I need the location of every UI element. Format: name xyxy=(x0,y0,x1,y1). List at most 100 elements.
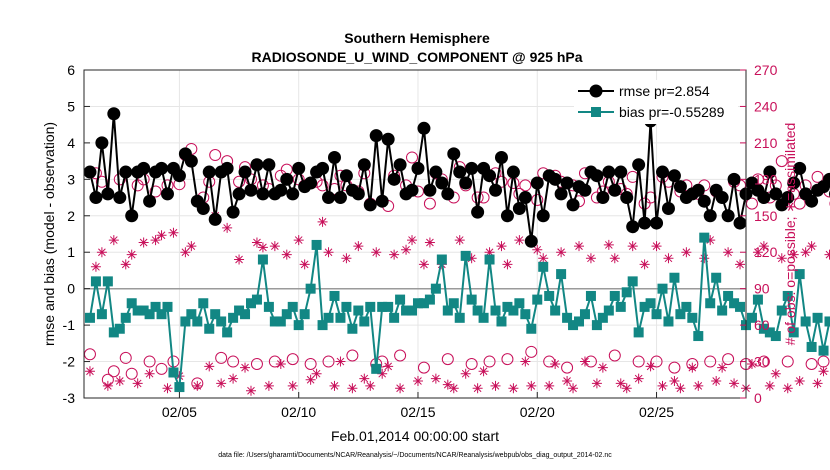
bias-point xyxy=(466,294,477,305)
possible-obs-point xyxy=(722,353,735,366)
assimilated-obs-point xyxy=(806,241,817,252)
rmse-point xyxy=(471,205,485,219)
assimilated-obs-point xyxy=(526,380,537,391)
bias-point xyxy=(615,301,626,312)
bias-point xyxy=(138,305,149,316)
chart-title: Southern Hemisphere xyxy=(344,30,490,46)
assimilated-obs-point xyxy=(204,361,215,372)
possible-obs-point xyxy=(143,355,156,368)
right-tick-label: 0 xyxy=(754,390,762,406)
assimilated-obs-point xyxy=(401,244,412,255)
bias-point xyxy=(174,382,185,393)
bias-point xyxy=(222,327,233,338)
bias-point xyxy=(102,276,113,287)
assimilated-obs-point xyxy=(329,380,340,391)
rmse-point xyxy=(196,201,210,215)
rmse-point xyxy=(381,132,395,146)
legend-bias-marker xyxy=(591,107,601,117)
legend-rmse-marker xyxy=(589,84,603,98)
bias-point xyxy=(633,327,644,338)
assimilated-obs-point xyxy=(412,375,423,386)
possible-obs-point xyxy=(149,185,162,198)
data-file-footer: data file: /Users/gharamti/Documents/NCA… xyxy=(218,452,612,459)
assimilated-obs-point xyxy=(663,253,674,264)
possible-obs-point xyxy=(215,351,228,364)
bias-point xyxy=(711,272,722,283)
assimilated-obs-point xyxy=(603,239,614,250)
possible-obs-point xyxy=(668,361,681,374)
assimilated-obs-point xyxy=(216,378,227,389)
assimilated-obs-point xyxy=(502,259,513,270)
plot-frame xyxy=(83,69,747,399)
bias-point xyxy=(752,294,763,305)
bias-point xyxy=(96,309,107,320)
assimilated-obs-point xyxy=(520,356,531,367)
bias-point xyxy=(550,305,561,316)
bias-point xyxy=(782,290,793,301)
assimilated-obs-point xyxy=(353,241,364,252)
bias-point xyxy=(645,298,656,309)
rmse-point xyxy=(769,187,783,201)
rmse-point xyxy=(333,191,347,205)
rmse-point xyxy=(524,234,538,248)
rmse-point xyxy=(494,150,508,164)
right-tick-label: 60 xyxy=(754,317,770,333)
rmse-point xyxy=(107,107,121,121)
x-tick-label: 02/05 xyxy=(162,404,197,420)
possible-obs-point xyxy=(483,355,496,368)
assimilated-obs-point xyxy=(359,373,370,384)
assimilated-obs-point xyxy=(257,242,268,253)
left-tick-label: 3 xyxy=(67,171,75,187)
assimilated-obs-point xyxy=(484,247,495,258)
possible-obs-point xyxy=(316,179,329,192)
assimilated-obs-point xyxy=(395,383,406,394)
bias-point xyxy=(663,316,674,327)
possible-obs-point xyxy=(227,355,240,368)
rmse-point xyxy=(614,165,628,179)
left-tick-label: 6 xyxy=(67,62,75,78)
bias-point xyxy=(621,287,632,298)
assimilated-obs-point xyxy=(150,235,161,246)
bias-point xyxy=(186,309,197,320)
rmse-point xyxy=(530,176,544,190)
rmse-point xyxy=(113,191,127,205)
assimilated-obs-point xyxy=(496,241,507,252)
assimilated-obs-point xyxy=(585,253,596,264)
assimilated-obs-point xyxy=(222,222,233,233)
assimilated-obs-point xyxy=(389,249,400,260)
bias-point xyxy=(472,305,483,316)
assimilated-obs-point xyxy=(717,362,728,373)
bias-point xyxy=(699,232,710,243)
bias-point xyxy=(210,309,221,320)
possible-obs-point xyxy=(477,191,490,204)
assimilated-obs-point xyxy=(735,259,746,270)
bias-point xyxy=(603,305,614,316)
bias-point xyxy=(108,327,119,338)
bias-point xyxy=(126,298,137,309)
assimilated-obs-point xyxy=(514,235,525,246)
right-tick-label: 30 xyxy=(754,354,770,370)
rmse-point xyxy=(793,161,807,175)
bias-point xyxy=(532,294,543,305)
bias-point xyxy=(84,312,95,323)
possible-obs-point xyxy=(465,357,478,370)
bias-point xyxy=(329,290,340,301)
rmse-point xyxy=(447,147,461,161)
rmse-point xyxy=(560,176,574,190)
rmse-point xyxy=(244,183,258,197)
right-tick-label: 240 xyxy=(754,98,778,114)
assimilated-obs-point xyxy=(460,368,471,379)
rmse-point xyxy=(292,161,306,175)
bias-point xyxy=(448,298,459,309)
bias-point xyxy=(484,254,495,265)
rmse-point xyxy=(667,169,681,183)
y-axis-label: rmse and bias (model - observation) xyxy=(41,122,57,346)
rmse-point xyxy=(697,194,711,208)
assimilated-obs-point xyxy=(490,380,501,391)
bias-point xyxy=(776,305,787,316)
assimilated-obs-point xyxy=(615,378,626,389)
bias-point xyxy=(341,301,352,312)
assimilated-obs-point xyxy=(365,380,376,391)
rmse-point xyxy=(787,176,801,190)
assimilated-obs-point xyxy=(770,368,781,379)
